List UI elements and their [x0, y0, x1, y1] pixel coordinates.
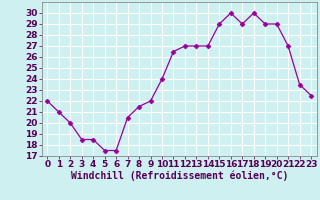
X-axis label: Windchill (Refroidissement éolien,°C): Windchill (Refroidissement éolien,°C)	[70, 171, 288, 181]
